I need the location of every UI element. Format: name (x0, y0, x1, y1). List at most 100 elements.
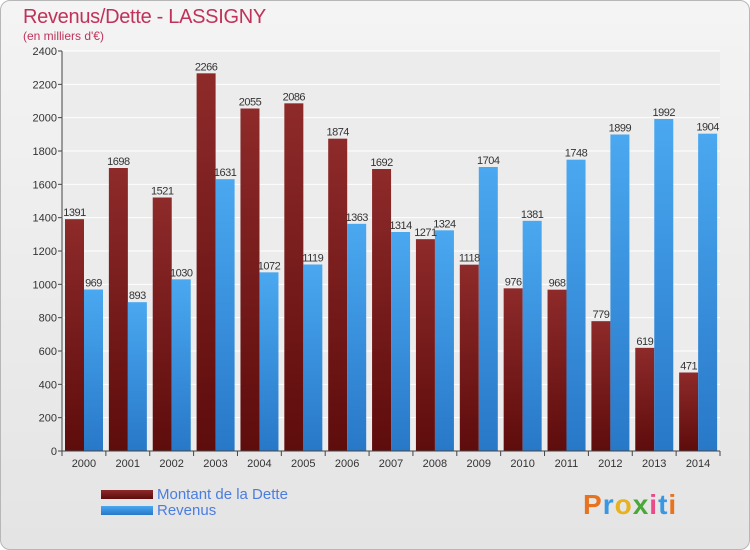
x-tick-label: 2013 (642, 458, 666, 470)
x-tick-label: 2000 (72, 458, 96, 470)
bar-revenus (522, 220, 542, 451)
proxiti-logo: Proxiti (583, 489, 677, 521)
logo-letter: i (649, 489, 659, 520)
y-tick-label: 400 (39, 379, 57, 391)
bar-dette (108, 168, 128, 451)
x-tick-label: 2004 (247, 458, 271, 470)
bar-revenus (84, 289, 103, 451)
bar-revenus (127, 302, 147, 451)
bar-dette (196, 73, 216, 451)
data-label: 968 (549, 278, 566, 290)
bar-revenus (434, 230, 454, 451)
logo-letter: x (632, 489, 650, 520)
legend-swatch-dette (101, 489, 153, 499)
y-tick-label: 200 (39, 413, 57, 425)
bar-revenus (215, 179, 235, 451)
x-tick-label: 2014 (686, 458, 710, 470)
legend-item-dette: Montant de la Dette (101, 485, 288, 503)
bar-revenus (303, 264, 323, 451)
y-tick-label: 2400 (33, 46, 57, 58)
y-tick-label: 800 (39, 313, 57, 325)
data-label: 1992 (653, 107, 676, 119)
x-tick-label: 2003 (203, 458, 227, 470)
data-label: 1118 (459, 253, 480, 265)
x-tick-label: 2001 (116, 458, 140, 470)
bar-dette (328, 138, 348, 451)
y-tick-label: 1800 (33, 146, 57, 158)
bar-revenus (566, 159, 586, 451)
chart-title: Revenus/Dette - LASSIGNY (23, 6, 266, 28)
logo-letter: r (602, 489, 615, 520)
bar-revenus (391, 232, 411, 451)
legend: Montant de la Dette Revenus (101, 485, 288, 519)
y-tick-label: 0 (51, 446, 57, 458)
legend-swatch-revenus (101, 505, 153, 515)
data-label: 619 (636, 336, 653, 348)
legend-label-dette: Montant de la Dette (157, 485, 288, 503)
bars (65, 73, 718, 451)
y-tick-label: 2200 (33, 79, 57, 91)
y-tick-label: 2000 (33, 113, 57, 125)
x-tick-label: 2005 (291, 458, 315, 470)
data-label: 1391 (63, 207, 86, 219)
logo-letter: t (658, 489, 669, 520)
data-label: 969 (85, 278, 102, 290)
data-label: 1631 (214, 167, 237, 179)
data-label: 1521 (151, 186, 174, 198)
data-label: 1904 (696, 122, 719, 134)
y-tick-label: 600 (39, 346, 57, 358)
y-tick-label: 1400 (33, 213, 57, 225)
axes (61, 51, 720, 452)
bar-revenus (259, 272, 279, 451)
logo-letter: i (668, 489, 678, 520)
x-tick-label: 2010 (510, 458, 534, 470)
data-label: 976 (505, 276, 522, 288)
bar-dette (503, 288, 523, 451)
bar-dette (152, 197, 172, 451)
legend-label-revenus: Revenus (157, 501, 217, 519)
data-label: 1704 (477, 155, 500, 167)
data-label: 1271 (414, 227, 437, 239)
bar-revenus (610, 134, 630, 451)
bar-revenus (698, 133, 718, 451)
data-label: 893 (129, 290, 146, 302)
chart-subtitle: (en milliers d'€) (23, 29, 104, 43)
data-label: 1324 (433, 218, 456, 230)
y-tick-label: 1200 (33, 246, 57, 258)
data-label: 779 (592, 309, 609, 321)
x-tick-label: 2008 (423, 458, 447, 470)
data-label: 1874 (326, 127, 349, 139)
bar-dette (284, 103, 304, 451)
bar-revenus (347, 223, 367, 451)
y-tick-label: 1600 (33, 179, 57, 191)
x-tick-label: 2006 (335, 458, 359, 470)
bar-dette (372, 169, 392, 451)
legend-item-revenus: Revenus (101, 501, 288, 519)
data-label: 2266 (195, 61, 218, 73)
x-axis-ticks: 2000 2001 2002 2003 2004 2005 2006 2007 2008 2009… (61, 451, 721, 470)
x-tick-label: 2009 (466, 458, 490, 470)
data-label: 1363 (345, 212, 368, 224)
data-label: 1698 (107, 156, 130, 168)
x-tick-label: 2012 (598, 458, 622, 470)
logo-letter: o (614, 489, 633, 520)
bar-dette (679, 372, 699, 451)
data-label: 1072 (258, 260, 281, 272)
bar-dette (459, 264, 479, 451)
bar-dette (635, 347, 655, 451)
data-label: 1381 (521, 209, 544, 221)
y-axis-ticks: 0 200 400 600 800 1000 1200 1400 1600 1800 2000 220… (33, 46, 62, 458)
data-label: 2086 (283, 91, 306, 103)
y-tick-label: 1000 (33, 279, 57, 291)
logo-letter: P (583, 489, 603, 520)
bar-dette (415, 239, 435, 451)
data-label: 1748 (565, 148, 588, 160)
bar-revenus (171, 279, 191, 451)
data-label: 471 (680, 361, 697, 373)
data-label: 1119 (302, 253, 323, 265)
data-label: 1692 (370, 157, 393, 169)
bar-dette (240, 108, 260, 451)
data-labels: 1391 969 1698 893 1521 1030 2266 1631 2055 1072 20… (63, 61, 719, 372)
